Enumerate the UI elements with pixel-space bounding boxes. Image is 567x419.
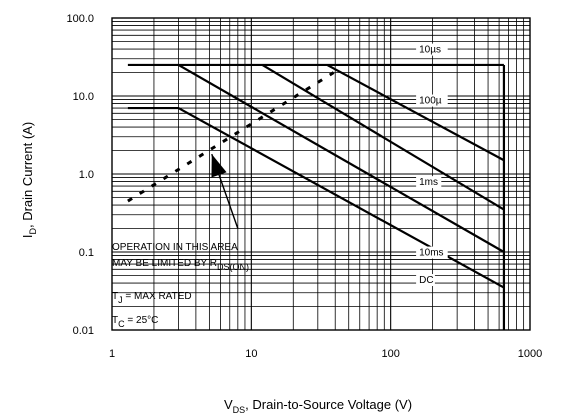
curve-label-us10: 10µs — [419, 45, 441, 56]
annotation-line-1: OPERATION IN THIS AREA — [112, 242, 238, 253]
annotation-line-2: MAY BE LIMITED BY RDS(ON) — [112, 258, 249, 272]
curve-label-dc: DC — [419, 275, 433, 286]
curve-label-bg — [416, 94, 448, 107]
curve-label-bg — [416, 176, 442, 189]
curve-label-bg — [416, 274, 435, 287]
x-tick-label: 100 — [381, 348, 399, 360]
annotation-arrow-head — [211, 154, 227, 178]
annotation-tc: TC = 25°C — [112, 315, 158, 329]
curve-label-bg — [416, 246, 448, 259]
curve-label-ms1: 1ms — [419, 177, 438, 188]
x-tick-label: 1 — [109, 348, 115, 360]
y-axis-title: ID, Drain Current (A) — [20, 122, 38, 238]
annotation-tj: TJ = MAX RATED — [112, 291, 192, 305]
x-axis-title: VDS, Drain-to-Source Voltage (V) — [224, 397, 412, 415]
y-tick-label: 10.0 — [73, 91, 94, 103]
soa-line-10ms — [177, 64, 505, 253]
soa-curves — [127, 63, 506, 330]
curve-labels: 10µs 100µ 1ms 10ms DC — [416, 43, 448, 287]
y-tick-label: 0.01 — [73, 325, 94, 337]
tick-labels: 1 10 100 1000 0.01 0.1 1.0 10.0 100.0 — [66, 13, 542, 360]
y-tick-label: 100.0 — [66, 13, 94, 25]
curve-label-ms10: 10ms — [419, 248, 443, 259]
y-tick-label: 0.1 — [79, 247, 94, 259]
soa-line-100 — [326, 63, 505, 162]
soa-line-DC — [127, 106, 505, 289]
x-tick-label: 10 — [245, 348, 257, 360]
soa-line-1ms — [261, 64, 505, 211]
curve-label-us100: 100µ — [419, 96, 442, 107]
plot-frame — [111, 17, 531, 331]
y-tick-label: 1.0 — [79, 169, 94, 181]
x-tick-label: 1000 — [518, 348, 542, 360]
curve-label-bg — [416, 43, 448, 56]
rds-annotation: OPERATION IN THIS AREA MAY BE LIMITED BY… — [112, 242, 249, 329]
